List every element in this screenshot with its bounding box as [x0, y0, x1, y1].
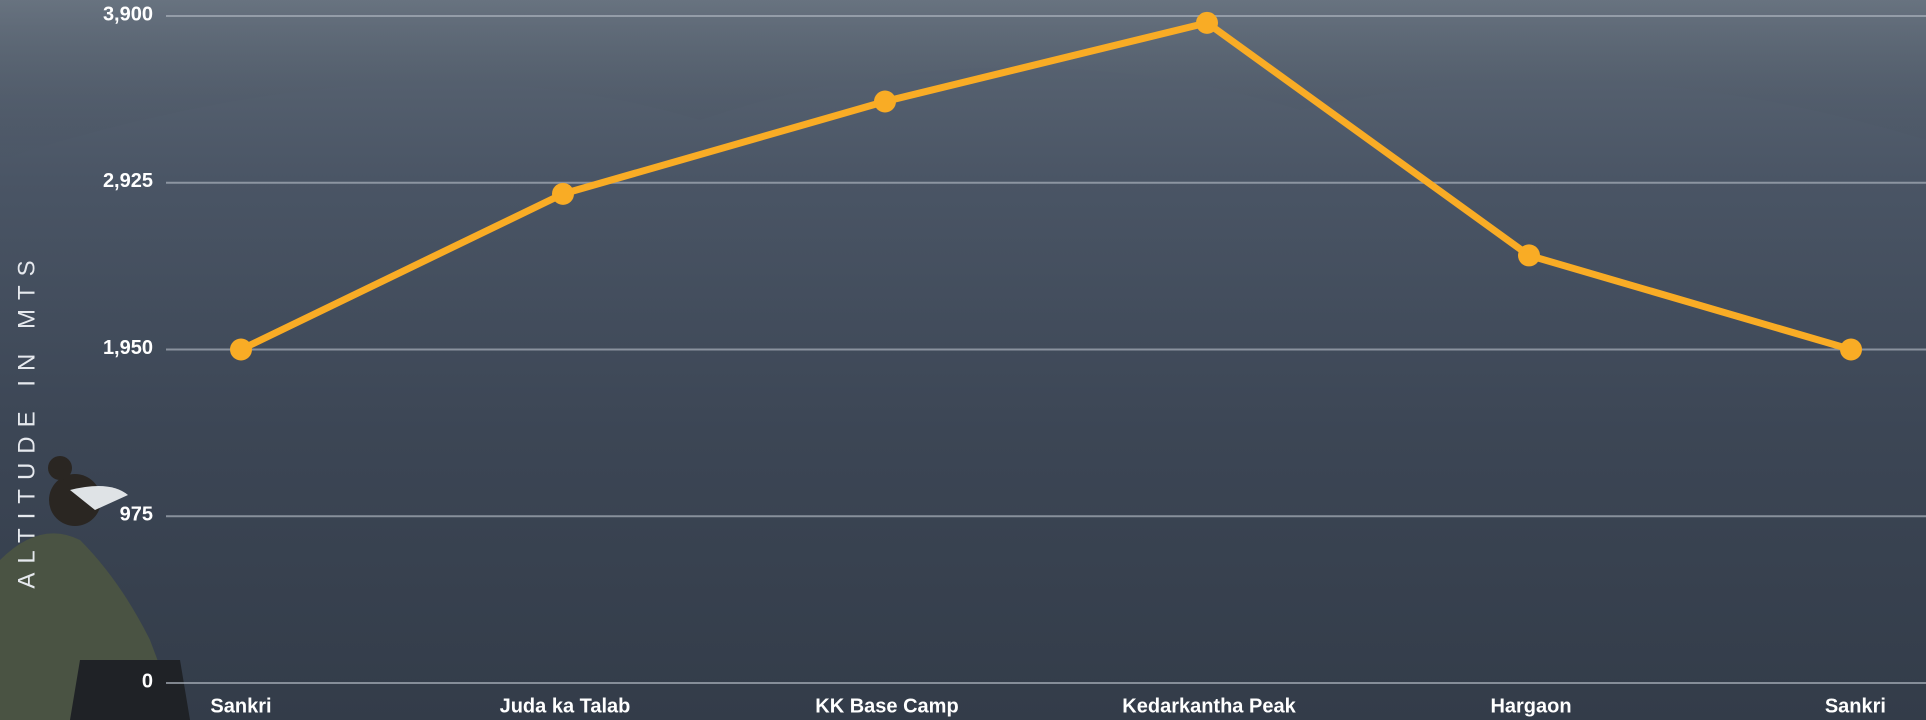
y-tick-label: 3,900 — [103, 3, 153, 25]
hiker — [0, 456, 190, 720]
y-tick-label: 975 — [120, 504, 153, 526]
x-tick-label: Hargaon — [1490, 695, 1571, 717]
y-axis-title: ALTITUDE IN MTS — [13, 251, 40, 588]
point — [1196, 11, 1218, 34]
point — [1840, 338, 1862, 361]
point — [230, 338, 252, 361]
y-tick-label: 1,950 — [103, 337, 153, 359]
point — [874, 90, 896, 113]
line — [239, 19, 1852, 353]
x-tick-label: Sankri — [210, 695, 271, 717]
x-tick-label: KK Base Camp — [815, 695, 958, 717]
y-tick-label: 0 — [142, 670, 153, 692]
point — [1518, 244, 1540, 267]
y-tick-label: 2,925 — [103, 170, 153, 192]
mountain-ridge — [0, 0, 1926, 160]
point — [552, 182, 574, 205]
x-tick-label: Juda ka Talab — [500, 695, 631, 717]
x-tick-label: Kedarkantha Peak — [1122, 695, 1296, 717]
x-tick-label: Sankri — [1825, 695, 1886, 717]
